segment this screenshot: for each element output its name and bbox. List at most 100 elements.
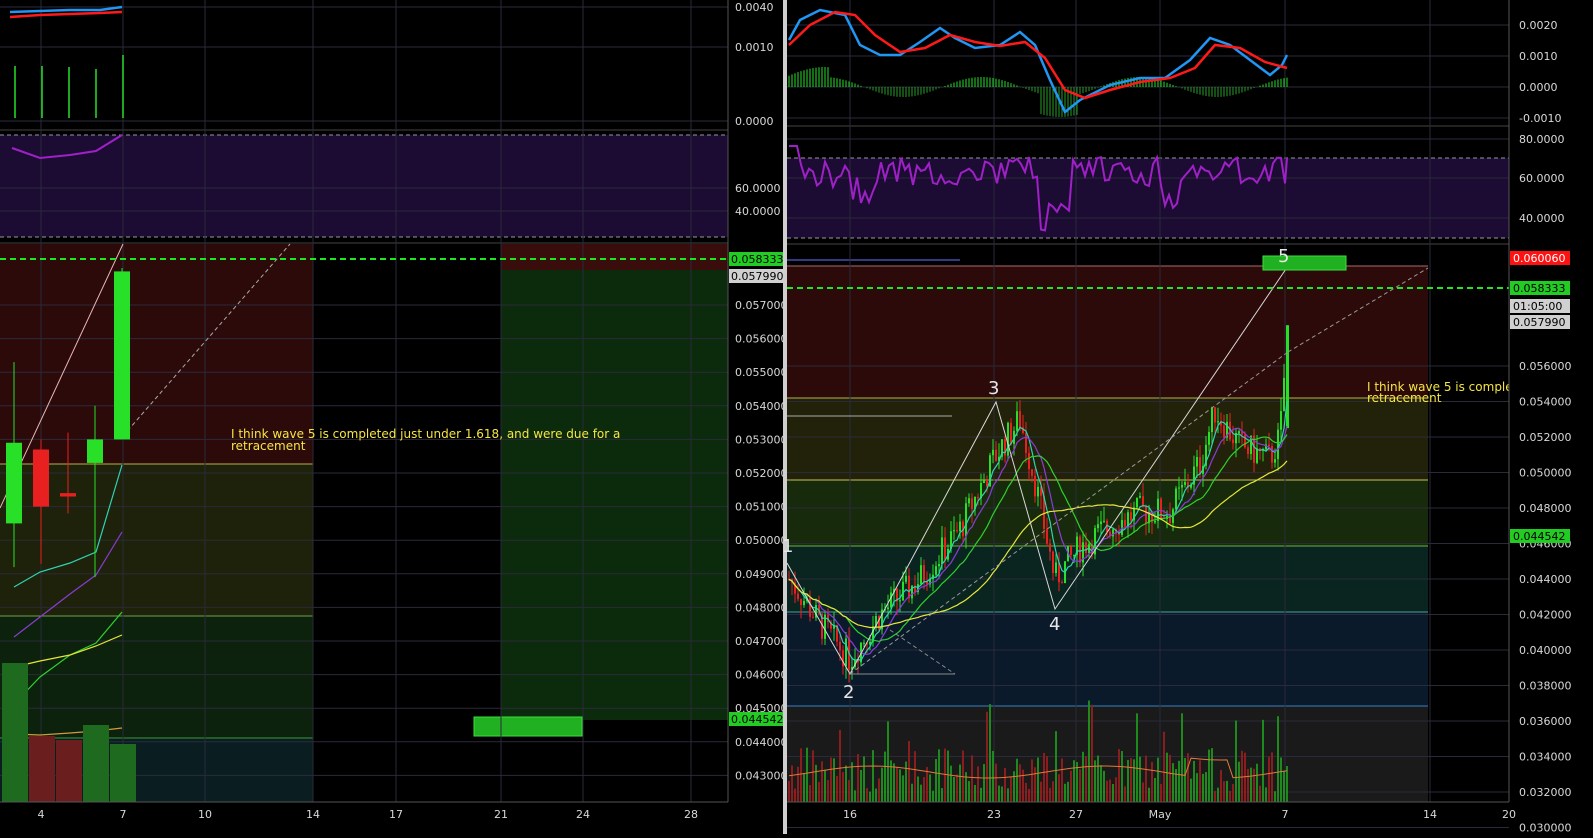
right-candle-body bbox=[1028, 452, 1030, 470]
right-candle-body bbox=[1115, 529, 1117, 534]
right-price-tick: 0.038000 bbox=[1519, 680, 1572, 693]
right-candle-body bbox=[1220, 421, 1222, 426]
right-candle-body bbox=[1214, 407, 1216, 423]
right-volume-ma bbox=[788, 757, 1288, 779]
wave-label-2: 2 bbox=[843, 682, 854, 703]
right-volume-bar bbox=[1238, 761, 1240, 802]
right-candle-body bbox=[926, 581, 928, 585]
right-volume-bar bbox=[815, 764, 817, 802]
right-price-tick: 0.048000 bbox=[1519, 502, 1572, 515]
right-note-line2: retracement bbox=[1367, 391, 1442, 405]
right-volume-bar bbox=[1067, 781, 1069, 802]
left-tag-target-bg bbox=[729, 252, 783, 266]
right-candle-body bbox=[1037, 486, 1039, 497]
right-candle-body bbox=[854, 660, 856, 667]
right-candle-body bbox=[875, 615, 877, 627]
right-volume-bar bbox=[1139, 756, 1141, 802]
right-volume-bar bbox=[1286, 766, 1288, 802]
right-candle-body bbox=[1181, 484, 1183, 488]
right-volume-bar bbox=[902, 775, 904, 802]
right-candle-body bbox=[953, 530, 955, 532]
right-candle-body bbox=[815, 605, 817, 618]
right-candles bbox=[788, 325, 1289, 683]
right-volume-bar bbox=[830, 757, 832, 802]
right-price-axis[interactable]: 0.056000 0.054000 0.052000 0.050000 0.048000… bbox=[1510, 19, 1572, 835]
left-time-axis[interactable]: 4 7 10 14 17 21 24 28 bbox=[38, 808, 699, 821]
left-rsi-tick: 40.0000 bbox=[735, 205, 781, 218]
right-tag-red: 0.060060 bbox=[1510, 251, 1570, 265]
right-candle-body bbox=[1157, 498, 1159, 522]
right-candle-body bbox=[1004, 439, 1006, 456]
right-volume-bar bbox=[872, 750, 874, 802]
right-candle-body bbox=[995, 449, 997, 461]
right-volume-bar bbox=[1028, 788, 1030, 802]
left-tag-target-text: 0.058333 bbox=[731, 253, 784, 266]
right-volume-bar bbox=[791, 765, 793, 802]
right-volume-bar bbox=[1070, 770, 1072, 802]
right-volume-bar bbox=[842, 772, 844, 802]
right-candle-body bbox=[1070, 546, 1072, 556]
right-candle-body bbox=[1046, 528, 1048, 544]
right-volume-bar bbox=[869, 791, 871, 802]
right-time-axis[interactable]: 16 23 27 May 7 14 20 bbox=[843, 808, 1516, 821]
right-candle-body bbox=[1118, 533, 1120, 535]
right-volume-bar bbox=[920, 784, 922, 802]
right-last-candle bbox=[1286, 325, 1289, 429]
right-volume-bar bbox=[977, 766, 979, 802]
right-volume-bar bbox=[959, 764, 961, 802]
right-candle-body bbox=[1019, 411, 1021, 428]
right-x-tick: 20 bbox=[1502, 808, 1516, 821]
right-candle-body bbox=[1253, 435, 1255, 463]
right-candle-body bbox=[1076, 536, 1078, 555]
right-candle-body bbox=[1121, 520, 1123, 535]
right-ma-line bbox=[788, 401, 1288, 662]
right-volume-bar bbox=[1118, 749, 1120, 802]
right-tag-lower: 0.044542 bbox=[1510, 529, 1570, 543]
right-rsi bbox=[789, 145, 1288, 232]
left-price-tick: 0.052000 bbox=[735, 467, 788, 480]
right-volume-bar bbox=[980, 787, 982, 802]
right-volume-bar bbox=[1043, 752, 1045, 802]
right-candle-body bbox=[1079, 536, 1081, 563]
right-volume-bar bbox=[995, 763, 997, 802]
right-volume-bar bbox=[788, 781, 790, 802]
right-candle-body bbox=[809, 598, 811, 617]
right-volume-bar bbox=[809, 785, 811, 802]
right-tag-countdown-text: 01:05:00 bbox=[1513, 300, 1562, 313]
left-note-line1: I think wave 5 is completed just under 1… bbox=[231, 427, 620, 441]
right-volume-bar bbox=[1013, 771, 1015, 802]
left-tag-lower-bg bbox=[729, 712, 783, 726]
right-volume-bar bbox=[908, 741, 910, 802]
right-x-tick: 14 bbox=[1423, 808, 1437, 821]
right-volume-bar bbox=[1076, 762, 1078, 802]
left-price-tick: 0.055000 bbox=[735, 366, 788, 379]
right-volume-bar bbox=[1136, 713, 1138, 802]
right-candle-body bbox=[803, 601, 805, 606]
right-volume-bar bbox=[1049, 787, 1051, 802]
right-volume-bar bbox=[1193, 760, 1195, 802]
chart-divider[interactable] bbox=[783, 0, 787, 834]
right-volume-bar bbox=[1190, 778, 1192, 802]
left-price-axis[interactable]: 0.057000 0.056000 0.055000 0.054000 0.053000… bbox=[729, 1, 788, 782]
right-volume-bar bbox=[884, 751, 886, 802]
right-candle-body bbox=[1277, 429, 1279, 460]
right-ma-line bbox=[788, 425, 1288, 656]
right-moving-averages bbox=[788, 401, 1288, 662]
right-volume-bar bbox=[839, 729, 841, 802]
right-candle-body bbox=[902, 581, 904, 601]
right-volume-bar bbox=[1148, 787, 1150, 802]
right-tag-target-text: 0.058333 bbox=[1513, 282, 1566, 295]
right-volume-bar bbox=[899, 769, 901, 802]
right-volume-bar bbox=[1007, 788, 1009, 802]
right-candle-body bbox=[896, 588, 898, 602]
right-volume-bar bbox=[983, 764, 985, 802]
right-candle-body bbox=[1250, 435, 1252, 454]
right-volume-bar bbox=[848, 780, 850, 802]
right-volume-bar bbox=[833, 758, 835, 802]
right-volume-bar bbox=[1106, 780, 1108, 802]
right-volume-bar bbox=[944, 748, 946, 802]
left-tag-target: 0.058333 bbox=[729, 252, 784, 266]
right-candle-body bbox=[959, 521, 961, 532]
